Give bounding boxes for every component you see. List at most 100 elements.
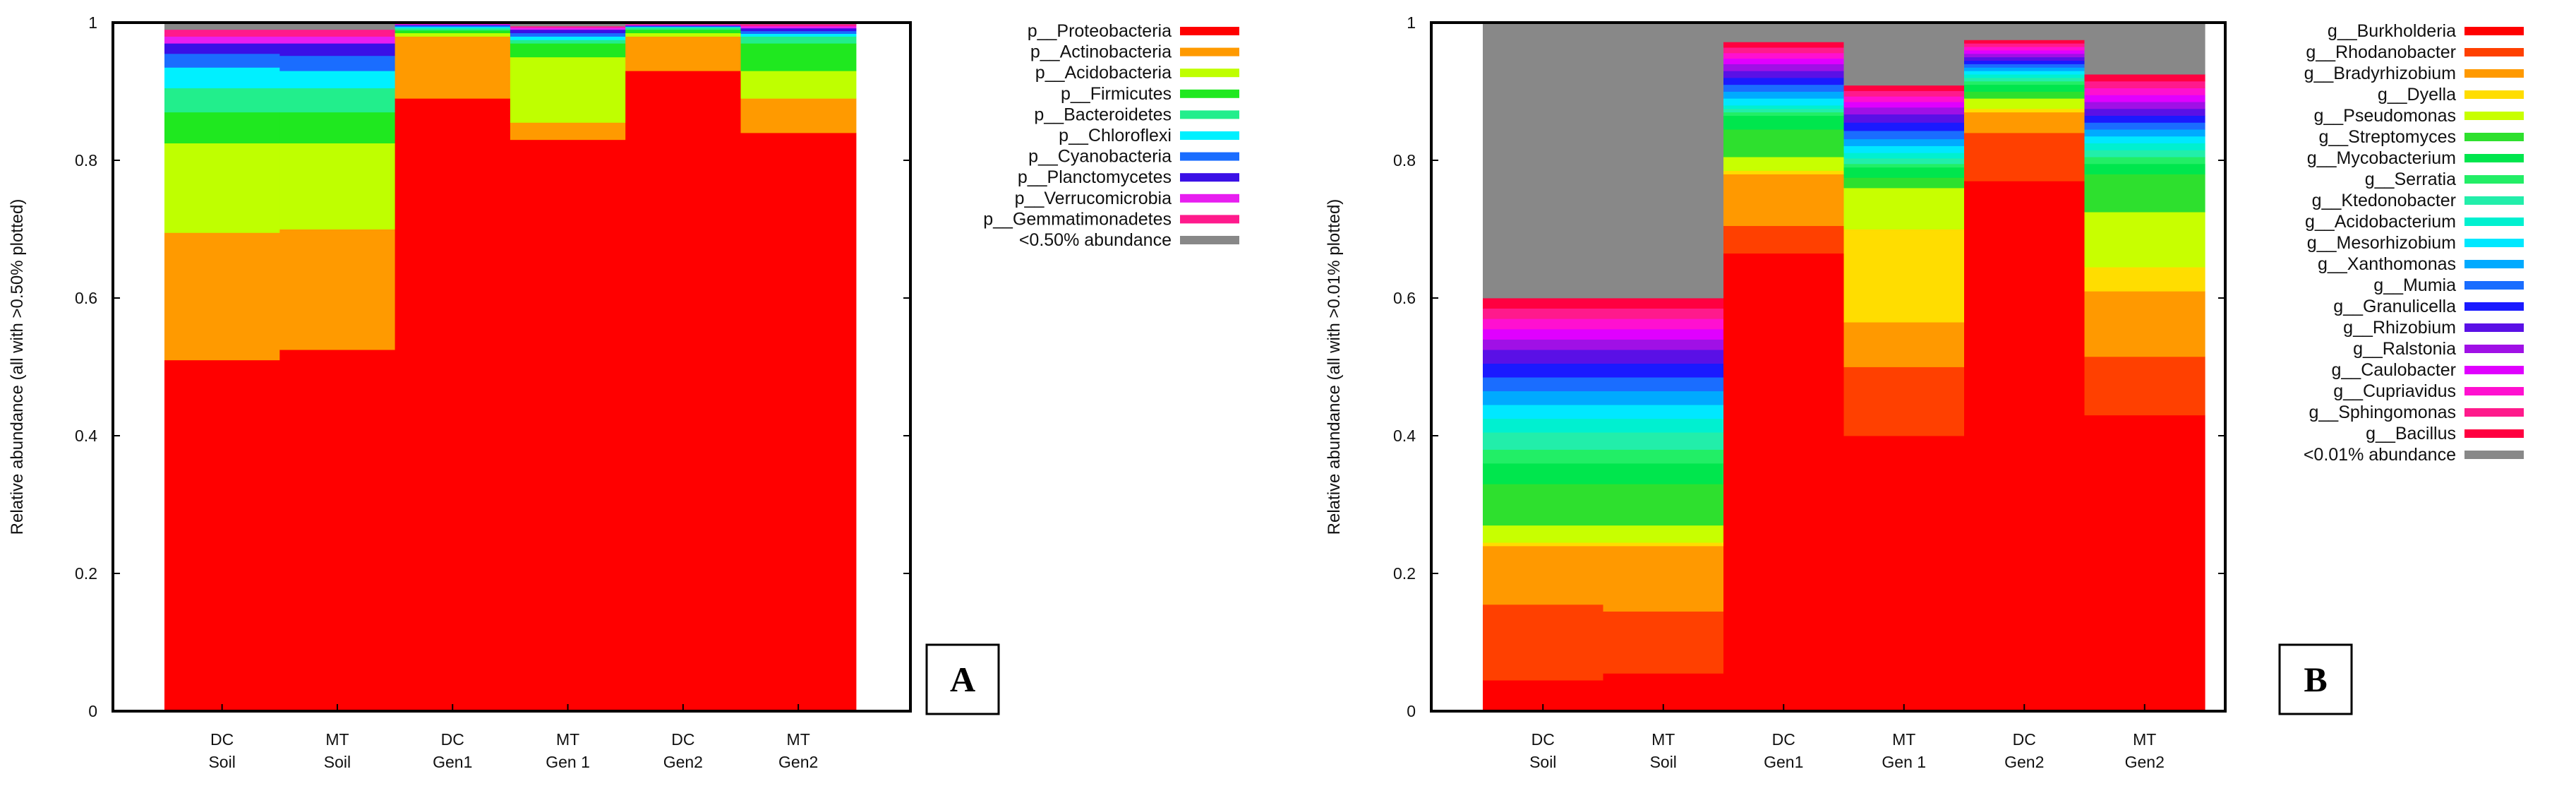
bar-segment (625, 25, 742, 27)
bar-segment (1843, 158, 1965, 165)
x-tick-label-line2: Gen 1 (546, 753, 590, 771)
bar-segment (395, 26, 511, 29)
bar-segment (1964, 112, 2086, 133)
bar-segment (2084, 122, 2205, 130)
bar-segment (1483, 350, 1604, 364)
bar-segment (2084, 291, 2205, 357)
bar-segment (279, 23, 396, 30)
y-tick-label: 1 (88, 13, 97, 32)
bar-segment (164, 36, 280, 44)
bar-segment (1843, 229, 1965, 323)
x-tick-label-line1: MT (1892, 730, 1915, 749)
x-tick-label-line1: DC (2013, 730, 2036, 749)
bar-segment (2084, 95, 2205, 102)
bar-segment (1723, 115, 1845, 130)
bar-segment (740, 23, 857, 27)
bar-segment (740, 43, 857, 71)
bar-segment (510, 29, 626, 34)
legend-label: g__Mycobacterium (2307, 148, 2456, 168)
legend-swatch (2464, 366, 2524, 374)
bar-segment (1843, 153, 1965, 159)
bar-segment (2084, 129, 2205, 137)
bar-segment (395, 98, 511, 712)
x-tick-label-line1: MT (556, 730, 579, 749)
bar-segment (1723, 58, 1845, 64)
x-tick-label-line1: MT (787, 730, 810, 749)
bar-segment (625, 71, 742, 712)
bar-segment (1723, 91, 1845, 99)
legend-label: <0.01% abundance (2304, 445, 2456, 465)
legend-swatch (2464, 154, 2524, 162)
legend-swatch (1180, 69, 1239, 78)
y-axis-label: Relative abundance (all with >0.50% plot… (8, 199, 27, 535)
bar-segment (1603, 363, 1724, 378)
bar-segment (625, 36, 742, 71)
bar-segment (1843, 122, 1965, 131)
bar-segment (510, 40, 626, 44)
bar-segment (510, 23, 626, 27)
legend-swatch (2464, 345, 2524, 353)
bar-segment (1843, 322, 1965, 367)
bar-segment (740, 33, 857, 37)
panel-label: A (950, 660, 975, 699)
bar-segment (740, 71, 857, 99)
bar-segment (279, 229, 396, 350)
bar-segment (279, 36, 396, 44)
legend-label: p__Bacteroidetes (1034, 105, 1172, 124)
bar-segment (1603, 484, 1724, 526)
bar-segment (279, 143, 396, 230)
x-tick-label-line1: DC (1531, 730, 1555, 749)
x-tick-label-line2: Soil (324, 753, 351, 771)
legend-label: g__Burkholderia (2328, 21, 2456, 41)
bar-segment (279, 112, 396, 144)
bar-segment (2084, 136, 2205, 144)
bar-segment (1483, 542, 1604, 547)
bar-segment (1483, 449, 1604, 464)
bar-segment (1483, 405, 1604, 419)
legend-label: g__Acidobacterium (2305, 212, 2456, 232)
bar-segment (1603, 328, 1724, 340)
bar-segment (1603, 391, 1724, 405)
bar-segment (1483, 391, 1604, 405)
bar-segment (2084, 143, 2205, 150)
legend-swatch (2464, 260, 2524, 268)
legend-label: g__Ralstonia (2353, 339, 2456, 359)
bar-segment (2084, 212, 2205, 268)
legend-label: p__Acidobacteria (1035, 63, 1172, 83)
bar-segment (2084, 74, 2205, 82)
legend-label: g__Bacillus (2366, 424, 2456, 443)
legend-label: g__Caulobacter (2331, 360, 2456, 380)
legend-label: p__Chloroflexi (1059, 126, 1172, 145)
bar-segment (1603, 463, 1724, 484)
bar-segment (1843, 163, 1965, 168)
bar-segment (1603, 611, 1724, 674)
bar-segment (1723, 42, 1845, 48)
bar-segment (2084, 81, 2205, 89)
legend-swatch (1180, 152, 1239, 161)
bar-segment (740, 25, 857, 29)
bar-segment (1723, 174, 1845, 227)
x-tick-label-line2: Gen1 (433, 753, 472, 771)
y-tick-label: 1 (1407, 13, 1416, 32)
bar-segment (510, 122, 626, 141)
x-tick-label-line1: DC (441, 730, 464, 749)
legend-label: g__Rhodanobacter (2306, 42, 2456, 62)
legend-swatch (1180, 236, 1239, 244)
legend-swatch (1180, 215, 1239, 224)
bar-segment (1483, 328, 1604, 340)
legend-label: p__Cyanobacteria (1028, 147, 1172, 167)
y-tick-label: 0.6 (1393, 289, 1416, 307)
y-tick-label: 0.4 (75, 427, 97, 445)
bar-segment (1603, 418, 1724, 433)
legend-label: p__Verrucomicrobia (1015, 189, 1172, 208)
bar-segment (2084, 356, 2205, 416)
bar-segment (1964, 81, 2086, 85)
legend-swatch (2464, 218, 2524, 226)
bar-segment (1964, 74, 2086, 78)
legend-swatch (1180, 131, 1239, 140)
bar-segment (395, 32, 511, 37)
bar-segment (740, 98, 857, 133)
y-tick-label: 0.4 (1393, 427, 1416, 445)
bar-segment (164, 43, 280, 54)
legend-label: p__Actinobacteria (1030, 42, 1172, 62)
